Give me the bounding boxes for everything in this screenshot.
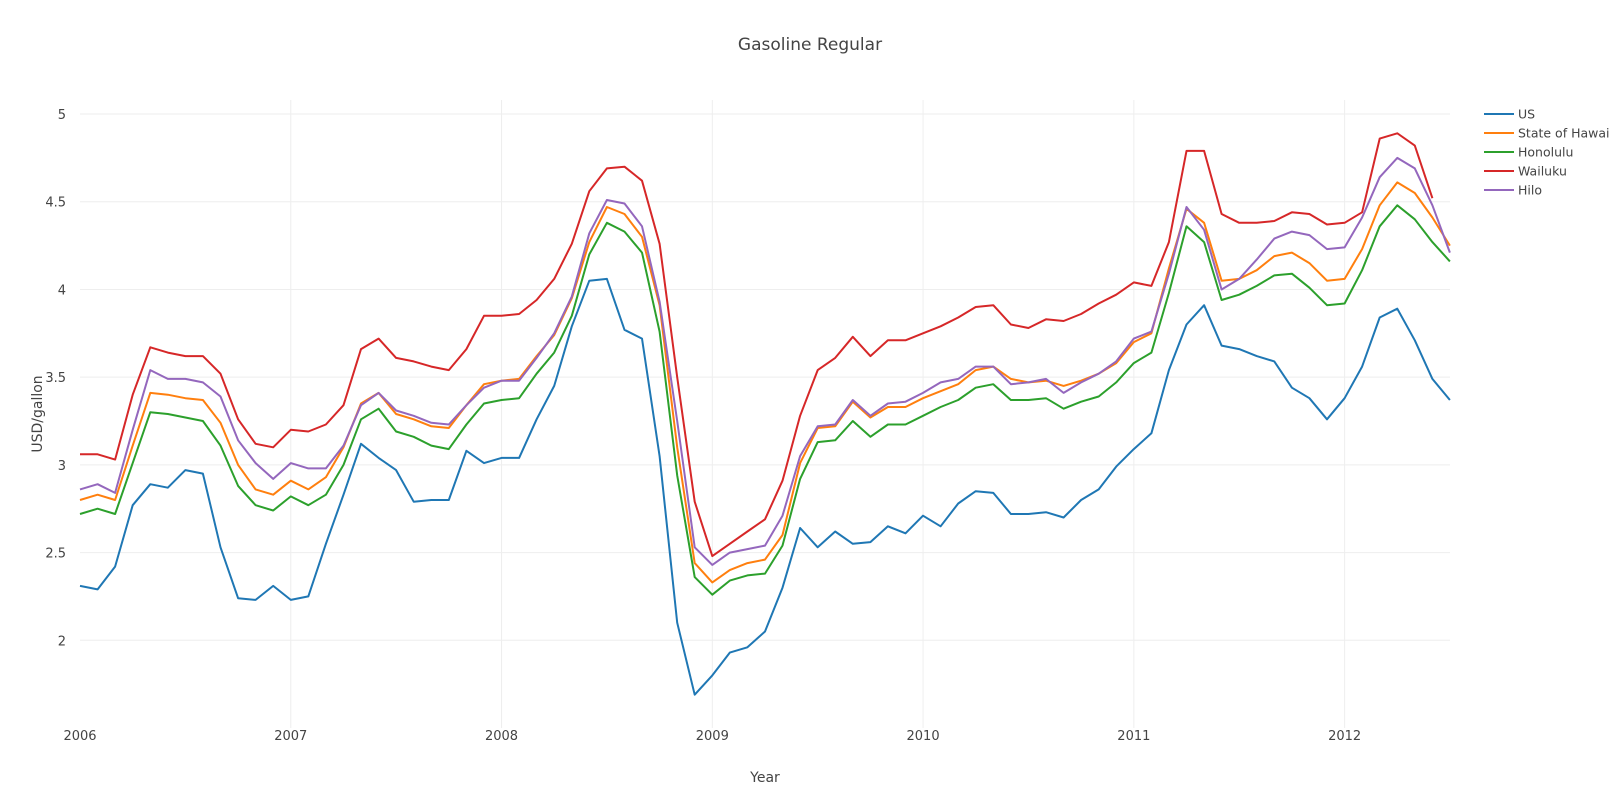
x-tick-label: 2007 bbox=[274, 729, 307, 744]
legend-item-hilo[interactable]: Hilo bbox=[1484, 183, 1542, 198]
x-tick-label: 2011 bbox=[1117, 729, 1150, 744]
legend[interactable]: US State of Hawai Honolulu Wailuku Hilo bbox=[1484, 107, 1610, 198]
gridlines bbox=[80, 100, 1450, 728]
legend-label: State of Hawai bbox=[1518, 126, 1610, 141]
legend-label: Honolulu bbox=[1518, 145, 1573, 160]
series-line-wailuku bbox=[80, 133, 1432, 556]
y-tick-label: 2.5 bbox=[45, 547, 66, 562]
x-tick-label: 2008 bbox=[485, 729, 518, 744]
y-tick-label: 4.5 bbox=[45, 196, 66, 211]
legend-item-state-of-hawai[interactable]: State of Hawai bbox=[1484, 126, 1610, 141]
series-lines bbox=[80, 133, 1450, 694]
x-tick-label: 2009 bbox=[696, 729, 729, 744]
legend-item-honolulu[interactable]: Honolulu bbox=[1484, 145, 1573, 160]
series-line-us bbox=[80, 279, 1450, 695]
legend-item-us[interactable]: US bbox=[1484, 107, 1535, 122]
chart-title: Gasoline Regular bbox=[738, 35, 882, 55]
y-tick-label: 3.5 bbox=[45, 371, 66, 386]
legend-label: Hilo bbox=[1518, 183, 1542, 198]
x-tick-label: 2010 bbox=[907, 729, 940, 744]
y-tick-label: 4 bbox=[58, 283, 66, 298]
x-axis-title: Year bbox=[749, 770, 780, 786]
y-tick-label: 2 bbox=[58, 634, 66, 649]
x-tick-label: 2012 bbox=[1328, 729, 1361, 744]
legend-item-wailuku[interactable]: Wailuku bbox=[1484, 164, 1567, 179]
x-tick-label: 2006 bbox=[63, 729, 96, 744]
legend-label: Wailuku bbox=[1518, 164, 1567, 179]
series-line-state-of-hawai bbox=[80, 182, 1450, 582]
series-line-honolulu bbox=[80, 205, 1450, 594]
series-line-hilo bbox=[80, 158, 1450, 565]
y-axis-title: USD/gallon bbox=[30, 375, 46, 452]
legend-label: US bbox=[1518, 107, 1535, 122]
y-tick-label: 5 bbox=[58, 108, 66, 123]
y-tick-label: 3 bbox=[58, 459, 66, 474]
